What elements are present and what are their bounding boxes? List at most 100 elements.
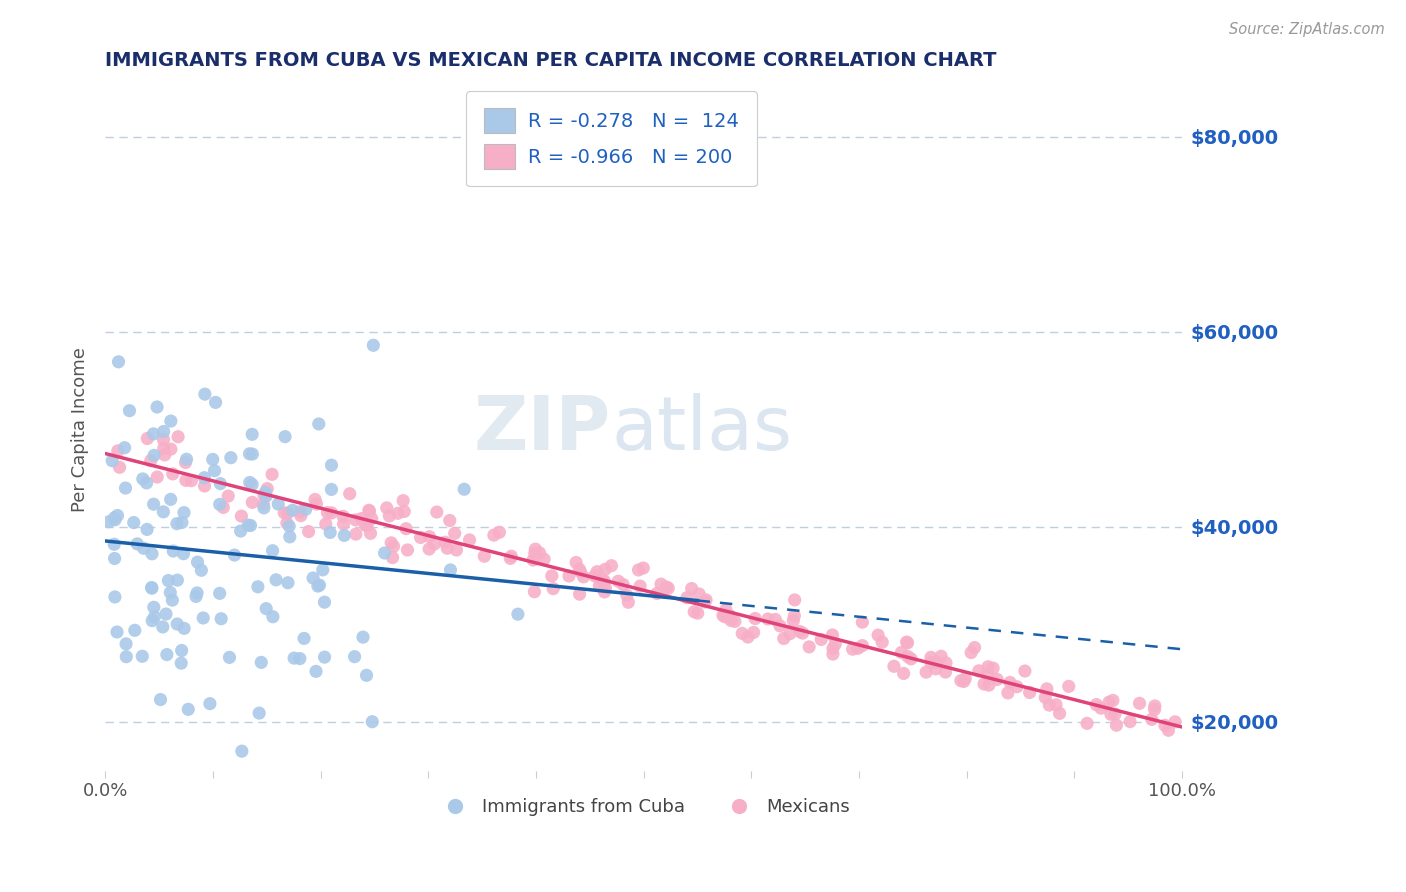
Point xyxy=(132,472,155,486)
Point xyxy=(714,602,737,616)
Point xyxy=(783,608,806,623)
Point xyxy=(633,561,655,575)
Point xyxy=(278,519,301,533)
Point xyxy=(374,546,396,560)
Point xyxy=(436,541,458,556)
Point xyxy=(162,467,184,481)
Point xyxy=(375,500,398,515)
Point xyxy=(250,656,273,670)
Point xyxy=(312,563,335,577)
Point xyxy=(1057,679,1080,693)
Point xyxy=(105,625,128,640)
Point xyxy=(283,651,305,665)
Point xyxy=(1105,718,1128,732)
Point xyxy=(387,506,409,520)
Point xyxy=(115,649,138,664)
Point xyxy=(472,549,495,564)
Point xyxy=(159,492,181,507)
Point xyxy=(915,665,938,680)
Point xyxy=(356,518,378,533)
Point xyxy=(607,574,630,589)
Point xyxy=(533,552,555,566)
Point xyxy=(198,697,221,711)
Point xyxy=(103,551,125,566)
Point xyxy=(529,546,551,560)
Point xyxy=(240,427,263,442)
Point xyxy=(458,533,481,547)
Point xyxy=(107,508,129,523)
Point xyxy=(290,505,312,519)
Point xyxy=(157,574,180,588)
Point xyxy=(193,471,215,485)
Point xyxy=(143,610,166,624)
Point xyxy=(683,605,706,619)
Point xyxy=(655,580,678,594)
Point xyxy=(977,678,1000,692)
Point xyxy=(890,645,912,659)
Point xyxy=(392,493,415,508)
Point xyxy=(382,539,405,553)
Point xyxy=(920,656,942,670)
Point xyxy=(488,525,510,540)
Point xyxy=(319,525,342,540)
Point xyxy=(783,593,806,607)
Point xyxy=(676,591,699,605)
Point xyxy=(114,481,136,495)
Point xyxy=(321,458,343,473)
Point xyxy=(695,593,717,607)
Point xyxy=(499,551,522,566)
Point xyxy=(262,609,284,624)
Point xyxy=(166,516,188,531)
Point xyxy=(627,563,650,577)
Point xyxy=(593,562,616,576)
Point xyxy=(141,581,163,595)
Point xyxy=(166,617,188,632)
Point xyxy=(616,588,638,602)
Point xyxy=(1104,707,1126,722)
Point xyxy=(124,624,146,638)
Point xyxy=(240,477,263,491)
Point xyxy=(162,593,184,607)
Point xyxy=(356,668,378,682)
Point xyxy=(1033,690,1056,705)
Point xyxy=(541,582,564,596)
Point xyxy=(418,541,440,556)
Point xyxy=(782,614,804,628)
Point xyxy=(1102,693,1125,707)
Point xyxy=(104,590,127,604)
Point xyxy=(522,553,544,567)
Point xyxy=(308,417,330,431)
Point xyxy=(363,338,385,352)
Point xyxy=(792,626,814,640)
Point xyxy=(524,542,547,557)
Point xyxy=(600,558,623,573)
Point xyxy=(152,442,174,456)
Point xyxy=(156,648,179,662)
Point xyxy=(960,646,983,660)
Point xyxy=(628,579,651,593)
Point xyxy=(193,479,215,493)
Point xyxy=(583,569,606,583)
Point xyxy=(423,537,446,551)
Point xyxy=(772,632,794,646)
Point xyxy=(238,447,260,461)
Point xyxy=(115,637,138,651)
Point xyxy=(482,528,505,542)
Point xyxy=(967,664,990,678)
Point xyxy=(1143,698,1166,713)
Point xyxy=(114,441,136,455)
Point xyxy=(851,615,873,629)
Point xyxy=(204,395,226,409)
Point xyxy=(229,524,252,538)
Point xyxy=(153,448,176,462)
Point xyxy=(934,665,956,679)
Point xyxy=(231,509,253,524)
Point xyxy=(139,453,162,467)
Point xyxy=(1164,714,1187,729)
Point xyxy=(190,563,212,577)
Point xyxy=(101,454,124,468)
Point xyxy=(558,569,581,583)
Point xyxy=(167,430,190,444)
Point xyxy=(380,536,402,550)
Point xyxy=(262,467,284,482)
